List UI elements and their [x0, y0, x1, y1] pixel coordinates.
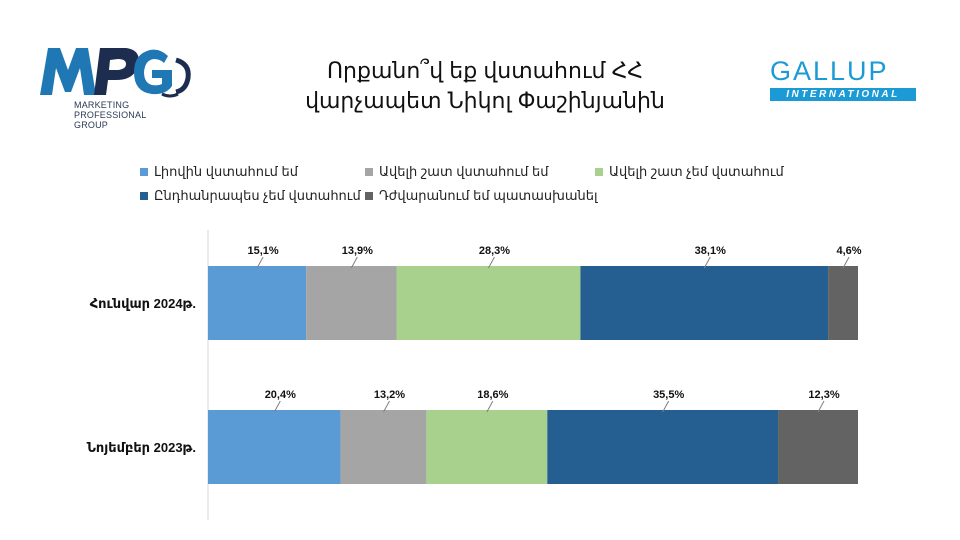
chart-legend: Լիովին վստահում եմ Ավելի շատ վստահում եմ…: [140, 160, 840, 208]
legend-row-2: Ընդհանրապես չեմ վստահում Դժվարանում եմ պ…: [140, 184, 840, 208]
data-label: 4,6%: [837, 245, 862, 257]
bar-segment: [828, 266, 858, 340]
gallup-logo-sub: INTERNATIONAL: [770, 88, 916, 101]
data-label-leader: [350, 256, 358, 269]
legend-swatch: [140, 192, 148, 200]
bar-segment: [208, 266, 307, 340]
category-label: Հունվար 2024թ.: [90, 296, 196, 311]
data-label-leader: [703, 256, 711, 269]
data-label: 15,1%: [247, 245, 278, 257]
bar-segment: [208, 410, 341, 484]
gallup-logo: GALLUP INTERNATIONAL: [770, 56, 916, 104]
legend-item: Լիովին վստահում եմ: [140, 164, 365, 180]
chart-title-line2: վարչապետ Նիկոլ Փաշինյանին: [305, 88, 665, 113]
bar-segment: [778, 410, 858, 484]
data-label: 28,3%: [479, 245, 510, 257]
legend-label: Դժվարանում եմ պատասխանել: [379, 188, 598, 203]
chart-title-line1: Որքանո՞վ եք վստահում ՀՀ: [326, 58, 644, 83]
legend-label: Ընդհանրապես չեմ վստահում: [154, 188, 361, 203]
bar-segment: [547, 410, 779, 484]
data-label: 35,5%: [653, 389, 684, 401]
legend-label: Լիովին վստահում եմ: [154, 164, 298, 179]
data-label-leader: [486, 400, 494, 413]
mpg-sub-line2: PROFESSIONAL: [74, 110, 147, 120]
legend-swatch: [140, 168, 148, 176]
mpg-sub-line1: MARKETING: [74, 100, 130, 110]
data-label: 13,9%: [342, 245, 373, 257]
legend-item: Դժվարանում եմ պատասխանել: [365, 188, 598, 204]
legend-swatch: [595, 168, 603, 176]
data-label-leader: [488, 256, 495, 269]
bar-segment: [426, 410, 548, 484]
bar-segment: [580, 266, 829, 340]
data-label-leader: [256, 256, 264, 269]
data-label-leader: [817, 400, 825, 413]
data-label: 38,1%: [695, 245, 726, 257]
data-label: 13,2%: [374, 389, 405, 401]
legend-swatch: [365, 168, 373, 176]
mpg-subtitle: MARKETING PROFESSIONAL GROUP: [74, 100, 146, 130]
data-label-leader: [662, 400, 670, 413]
legend-swatch: [365, 192, 373, 200]
bar-segment: [306, 266, 397, 340]
data-label: 12,3%: [808, 389, 839, 401]
legend-item: Ընդհանրապես չեմ վստահում: [140, 188, 365, 204]
mpg-logo: MARKETING PROFESSIONAL GROUP: [38, 40, 198, 135]
bar-segment: [396, 266, 581, 340]
gallup-logo-name: GALLUP: [770, 56, 889, 86]
legend-label: Ավելի շատ չեմ վստահում: [609, 164, 784, 179]
legend-label: Ավելի շատ վստահում եմ: [379, 164, 549, 179]
data-label-leader: [383, 400, 390, 413]
data-label: 18,6%: [477, 389, 508, 401]
data-label-leader: [842, 256, 850, 269]
mpg-sub-line3: GROUP: [74, 120, 109, 130]
legend-item: Ավելի շատ վստահում եմ: [365, 164, 595, 180]
category-label: Նոյեմբեր 2023թ.: [87, 440, 196, 455]
legend-row-1: Լիովին վստահում եմ Ավելի շատ վստահում եմ…: [140, 160, 840, 184]
data-label-leader: [273, 400, 281, 413]
data-label: 20,4%: [265, 389, 296, 401]
chart-title: Որքանո՞վ եք վստահում ՀՀ վարչապետ Նիկոլ Փ…: [250, 56, 720, 116]
bar-segment: [340, 410, 427, 484]
legend-item: Ավելի շատ չեմ վստահում: [595, 164, 784, 180]
mpg-logo-mark: [40, 48, 191, 98]
